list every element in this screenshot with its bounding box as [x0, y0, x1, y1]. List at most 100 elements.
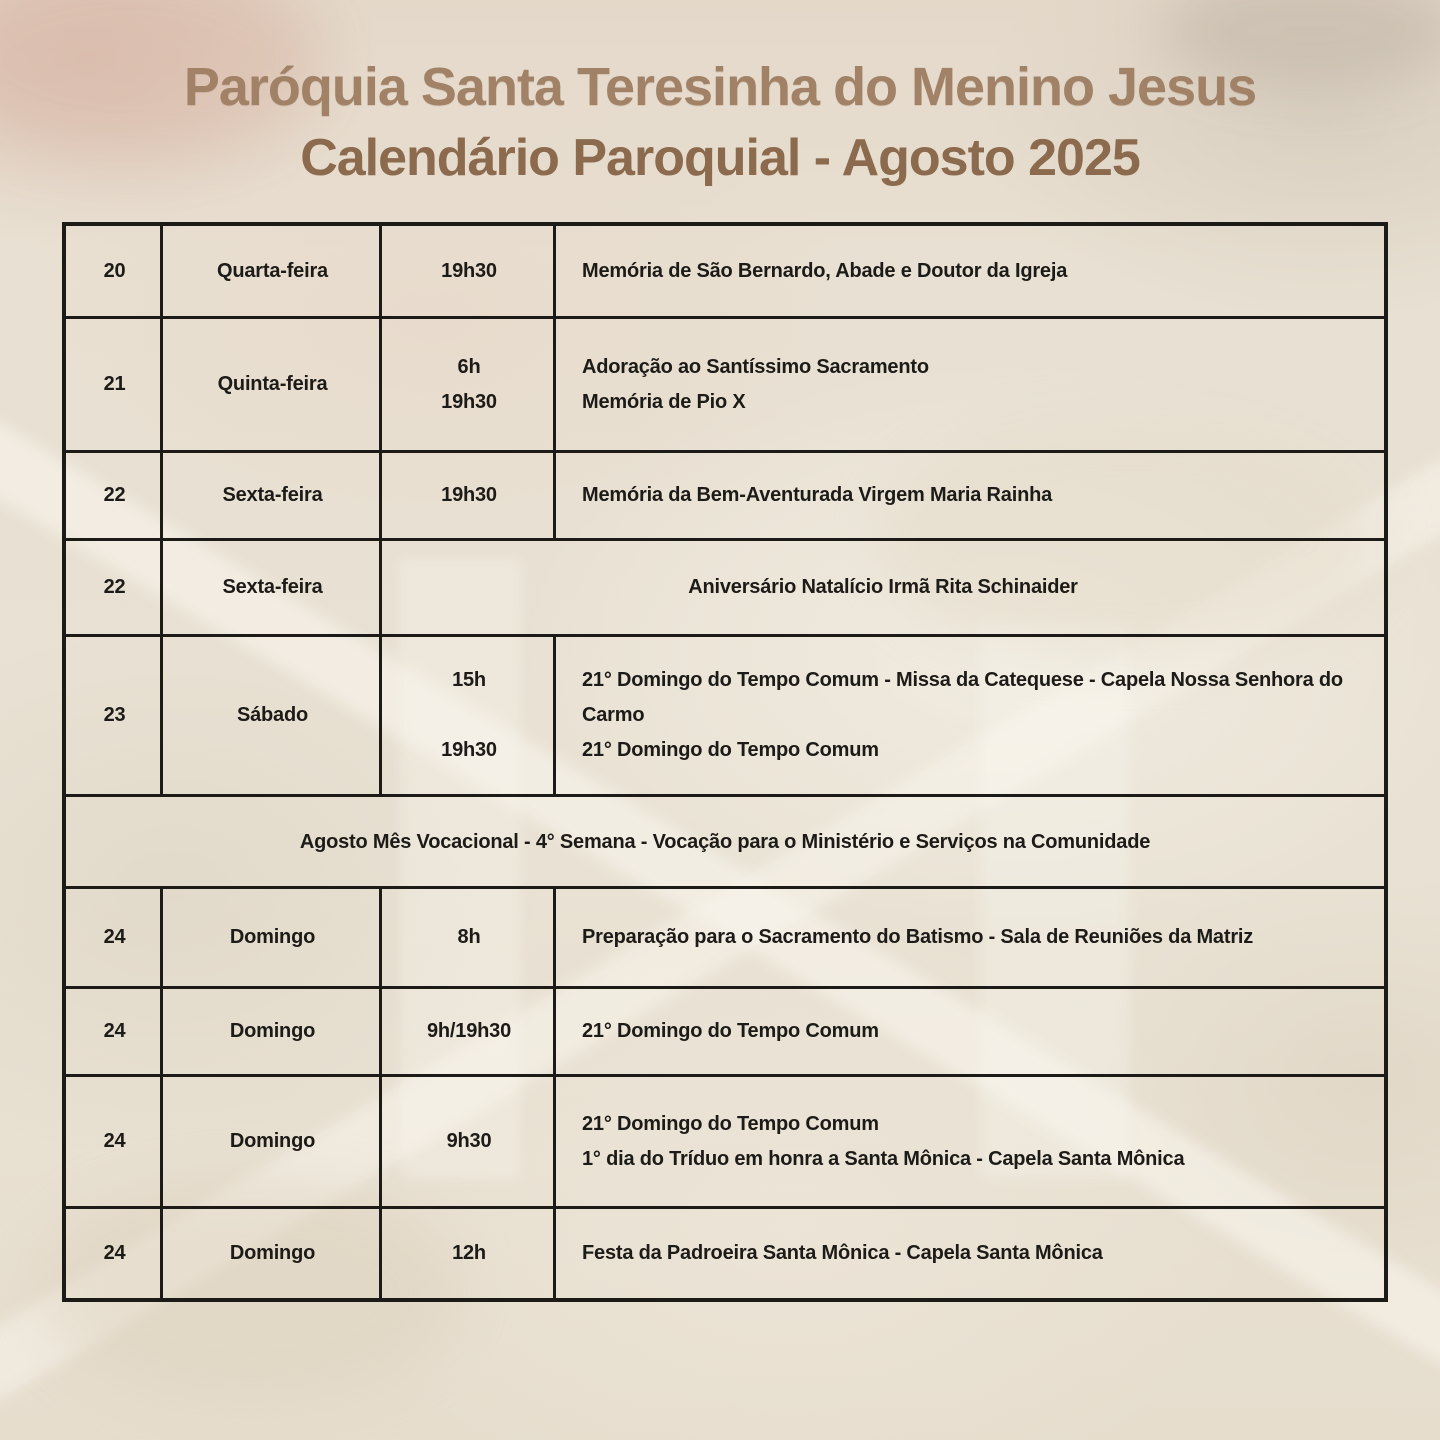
schedule-entry: 19h30 Memória de São Bernardo, Abade e D…: [382, 254, 1384, 289]
table-row: 22 Sexta-feira 19h30 Memória da Bem-Aven…: [66, 450, 1384, 538]
event-cell: Memória de Pio X: [582, 390, 746, 413]
column-separator: [160, 319, 163, 450]
event-cell: 21° Domingo do Tempo Comum: [582, 1020, 879, 1042]
schedule-entry: 9h/19h30 21° Domingo do Tempo Comum: [382, 1014, 1384, 1049]
day-cell: 24: [103, 926, 126, 948]
weekday-cell: Domingo: [229, 1242, 316, 1264]
schedule-cell: 9h/19h30 21° Domingo do Tempo Comum: [382, 989, 1384, 1074]
time-cell: 19h30: [441, 390, 497, 413]
column-separator: [379, 319, 382, 450]
weekday-cell: Sexta-feira: [222, 484, 323, 506]
weekday-cell: Sábado: [236, 704, 309, 726]
schedule-entry: 19h30 21° Domingo do Tempo Comum: [382, 733, 1384, 768]
table-row: 24 Domingo 9h/19h30 21° Domingo do Tempo…: [66, 986, 1384, 1074]
column-separator: [553, 319, 556, 450]
column-separator: [553, 1209, 556, 1298]
schedule-entry: 19h30 Memória de Pio X: [382, 385, 1384, 420]
day-cell: 22: [103, 576, 126, 598]
column-separator: [553, 637, 556, 794]
column-separator: [379, 541, 382, 634]
column-separator: [160, 989, 163, 1074]
time-cell: 9h30: [446, 1130, 492, 1152]
table-row: 23 Sábado 15h 21° Domingo do Tempo Comum…: [66, 634, 1384, 794]
schedule-entry: 6h Adoração ao Santíssimo Sacramento: [382, 350, 1384, 385]
time-cell: 15h: [452, 669, 486, 691]
schedule-cell: 19h30 Memória de São Bernardo, Abade e D…: [382, 226, 1384, 316]
column-separator: [379, 1077, 382, 1206]
time-cell: 12h: [452, 1242, 486, 1264]
schedule-cell: 15h 21° Domingo do Tempo Comum - Missa d…: [382, 637, 1384, 794]
day-cell: 24: [103, 1242, 126, 1264]
background-smudge: [40, 1180, 460, 1400]
weekday-cell: Domingo: [229, 1020, 316, 1042]
table-row: 20 Quarta-feira 19h30 Memória de São Ber…: [66, 226, 1384, 316]
day-cell: 24: [103, 1020, 126, 1042]
column-separator: [160, 226, 163, 316]
page-title: Paróquia Santa Teresinha do Menino Jesus: [183, 57, 1257, 117]
column-separator: [160, 1077, 163, 1206]
event-cell: Preparação para o Sacramento do Batismo …: [582, 926, 1254, 948]
table-row: 24 Domingo 9h30 21° Domingo do Tempo Com…: [66, 1074, 1384, 1206]
day-cell: 23: [103, 704, 126, 726]
event-cell: 21° Domingo do Tempo Comum - Missa da Ca…: [582, 669, 1343, 726]
merged-event-cell: Aniversário Natalício Irmã Rita Schinaid…: [688, 576, 1078, 598]
column-separator: [379, 989, 382, 1074]
banner-text: Agosto Mês Vocacional - 4° Semana - Voca…: [299, 830, 1151, 853]
day-cell: 22: [103, 484, 126, 506]
column-separator: [160, 889, 163, 986]
event-cell: Festa da Padroeira Santa Mônica - Capela…: [582, 1242, 1103, 1264]
time-cell: 19h30: [441, 259, 497, 282]
schedule-entry: 19h30 Memória da Bem-Aventurada Virgem M…: [382, 478, 1384, 513]
time-cell: 8h: [457, 926, 481, 948]
schedule-cell: 6h Adoração ao Santíssimo Sacramento 19h…: [382, 319, 1384, 450]
weekday-cell: Quarta-feira: [217, 259, 328, 282]
column-separator: [379, 1209, 382, 1298]
event-cell: Memória de São Bernardo, Abade e Doutor …: [582, 259, 1068, 282]
column-separator: [379, 453, 382, 538]
event-cell: 21° Domingo do Tempo Comum: [582, 739, 879, 761]
event-cell: 21° Domingo do Tempo Comum 1° dia do Trí…: [582, 1112, 1185, 1170]
table-row: 21 Quinta-feira 6h Adoração ao Santíssim…: [66, 316, 1384, 450]
column-separator: [379, 637, 382, 794]
day-cell: 21: [103, 373, 126, 395]
schedule-entry: 9h30 21° Domingo do Tempo Comum 1° dia d…: [382, 1107, 1384, 1177]
table-row: 22 Sexta-feira Aniversário Natalício Irm…: [66, 538, 1384, 634]
column-separator: [160, 637, 163, 794]
table-row: 24 Domingo 12h Festa da Padroeira Santa …: [66, 1206, 1384, 1298]
schedule-cell: 9h30 21° Domingo do Tempo Comum 1° dia d…: [382, 1077, 1384, 1206]
time-cell: 6h: [457, 355, 481, 378]
schedule-cell: 8h Preparação para o Sacramento do Batis…: [382, 889, 1384, 986]
column-separator: [553, 1077, 556, 1206]
time-cell: 19h30: [441, 739, 497, 761]
column-separator: [160, 541, 163, 634]
schedule-entry: 8h Preparação para o Sacramento do Batis…: [382, 920, 1384, 955]
schedule-cell: 12h Festa da Padroeira Santa Mônica - Ca…: [382, 1209, 1384, 1298]
schedule-cell: 19h30 Memória da Bem-Aventurada Virgem M…: [382, 453, 1384, 538]
event-cell: Adoração ao Santíssimo Sacramento: [582, 355, 929, 378]
column-separator: [553, 453, 556, 538]
time-cell: 9h/19h30: [426, 1020, 511, 1042]
weekday-cell: Domingo: [229, 926, 316, 948]
column-separator: [553, 989, 556, 1074]
column-separator: [379, 889, 382, 986]
schedule-entry: 15h 21° Domingo do Tempo Comum - Missa d…: [382, 663, 1384, 733]
weekday-cell: Domingo: [229, 1130, 316, 1152]
weekday-cell: Sexta-feira: [222, 576, 323, 598]
event-cell: Memória da Bem-Aventurada Virgem Maria R…: [582, 484, 1053, 506]
day-cell: 20: [103, 259, 126, 282]
table-row: 24 Domingo 8h Preparação para o Sacramen…: [66, 886, 1384, 986]
background-column-highlight: [980, 620, 1130, 1180]
day-cell: 24: [103, 1130, 126, 1152]
column-separator: [553, 889, 556, 986]
time-cell: 19h30: [441, 484, 497, 506]
column-separator: [160, 1209, 163, 1298]
banner-row: Agosto Mês Vocacional - 4° Semana - Voca…: [66, 794, 1384, 886]
schedule-entry: 12h Festa da Padroeira Santa Mônica - Ca…: [382, 1236, 1384, 1271]
calendar-table: 20 Quarta-feira 19h30 Memória de São Ber…: [62, 222, 1388, 1302]
column-separator: [553, 226, 556, 316]
weekday-cell: Quinta-feira: [217, 373, 328, 395]
page-subtitle: Calendário Paroquial - Agosto 2025: [300, 129, 1141, 187]
column-separator: [160, 453, 163, 538]
column-separator: [379, 226, 382, 316]
